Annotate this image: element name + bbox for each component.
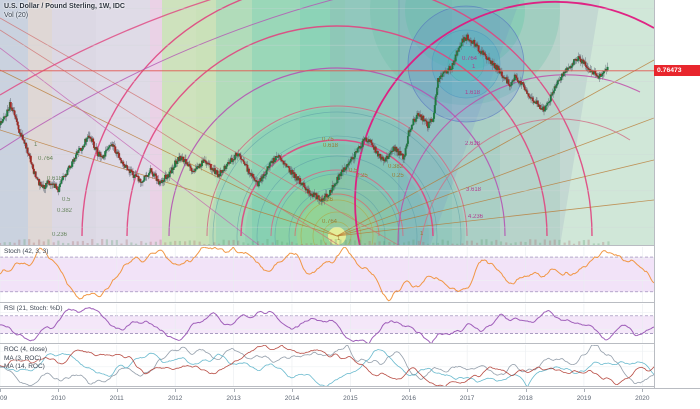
- rsi-legend: RSI (21, Stoch: %D): [4, 305, 63, 312]
- fib-level-label: 0.764: [38, 156, 54, 162]
- time-axis-tick: [116, 389, 118, 392]
- time-axis-tick: [58, 389, 60, 392]
- time-axis-tick: [0, 389, 1, 392]
- roc-plot-area[interactable]: [0, 345, 654, 386]
- fib-level-label: 1: [472, 64, 476, 70]
- volume-legend: Vol (20): [4, 12, 29, 19]
- chart-title: U.S. Dollar / Pound Sterling, 1W, IDC: [4, 3, 125, 10]
- fib-level-label: 2.618: [465, 141, 481, 147]
- stoch-plot-area[interactable]: [0, 247, 654, 302]
- time-axis-tick: [467, 389, 469, 392]
- time-axis-tick: [642, 389, 644, 392]
- time-axis-tick: [233, 389, 235, 392]
- stoch-legend: Stoch (42, 3, 3): [4, 248, 49, 255]
- main-legend: U.S. Dollar / Pound Sterling, 1W, IDC Vo…: [4, 2, 125, 20]
- fib-level-label: 0.25: [356, 173, 368, 179]
- fib-level-label: 1: [337, 236, 341, 242]
- time-axis-tick: [408, 389, 410, 392]
- time-axis-label: 2009: [0, 395, 8, 402]
- time-axis-tick: [525, 389, 527, 392]
- time-axis-tick: [175, 389, 177, 392]
- roc-pane[interactable]: 10.00000.0000 ROC (4, close) MA (3, ROC)…: [0, 345, 700, 387]
- main-price-pane[interactable]: 0.236 0.382 0.5 0.618 0.764 1 0.25 0.5 0.75 0.618…: [0, 0, 700, 246]
- time-axis-label: 2018: [518, 395, 533, 402]
- rsi-pane[interactable]: 80.000040.0000 RSI (21, Stoch: %D): [0, 304, 700, 344]
- time-axis-label: 2012: [167, 395, 183, 402]
- fib-level-label: 3.618: [466, 187, 482, 193]
- time-axis-label: 2010: [51, 395, 66, 402]
- roc-legend-roc: ROC (4, close): [4, 346, 47, 353]
- time-axis-label: 2015: [343, 395, 358, 402]
- fib-level-label: 0.5: [62, 197, 71, 203]
- fib-level-label: 0.236: [318, 197, 334, 203]
- fib-level-label: 1: [34, 142, 38, 148]
- stoch-pane[interactable]: 80.000040.00000.0000 Stoch (42, 3, 3): [0, 247, 700, 303]
- roc-legend-ma14: MA (14, ROC): [4, 363, 45, 370]
- roc-legend-ma3: MA (3, ROC): [4, 354, 42, 362]
- fib-level-label: 1.618: [465, 90, 481, 96]
- fib-level-label: 0.618: [47, 176, 63, 182]
- fib-level-label: 0.764: [322, 219, 338, 225]
- time-axis-label: 2013: [226, 395, 241, 402]
- roc-chart-svg: [0, 345, 654, 386]
- fib-level-label: 0.764: [462, 56, 478, 62]
- time-axis-label: 2014: [284, 395, 300, 402]
- time-axis-label: 2020: [635, 395, 650, 402]
- time-axis-tick: [291, 389, 293, 392]
- rsi-chart-svg: [0, 304, 654, 343]
- fib-level-label: 0.5: [349, 168, 358, 174]
- roc-legend: ROC (4, close) MA (3, ROC) MA (14, ROC): [4, 346, 47, 372]
- time-axis[interactable]: 2009 2010 2011 2012 2013 2014 2015 2016 2017 2018…: [0, 388, 700, 409]
- main-chart-svg: [0, 0, 654, 245]
- fib-level-label: 0.236: [52, 232, 68, 238]
- fib-level-label: 0.25: [392, 173, 404, 179]
- main-plot-area[interactable]: 0.236 0.382 0.5 0.618 0.764 1 0.25 0.5 0.75 0.618…: [0, 0, 654, 245]
- fib-level-label: 0.382: [388, 164, 404, 170]
- rsi-plot-area[interactable]: [0, 304, 654, 343]
- fib-level-label: 0.382: [57, 208, 73, 214]
- fib-level-label: 4.236: [468, 214, 484, 220]
- current-price-tag[interactable]: 0.76473: [654, 65, 700, 77]
- fib-level-label: 0.75: [322, 137, 334, 143]
- time-axis-label: 2019: [576, 395, 592, 402]
- fib-level-label: 1: [420, 231, 424, 237]
- fib-level-label: 0.618: [323, 143, 339, 149]
- time-axis-label: 2017: [459, 395, 475, 402]
- time-axis-label: 2011: [109, 395, 124, 402]
- stoch-chart-svg: [0, 247, 654, 302]
- time-axis-tick: [583, 389, 585, 392]
- time-axis-label: 2016: [401, 395, 416, 402]
- time-axis-tick: [350, 389, 352, 392]
- right-axis-gutter: [654, 0, 700, 388]
